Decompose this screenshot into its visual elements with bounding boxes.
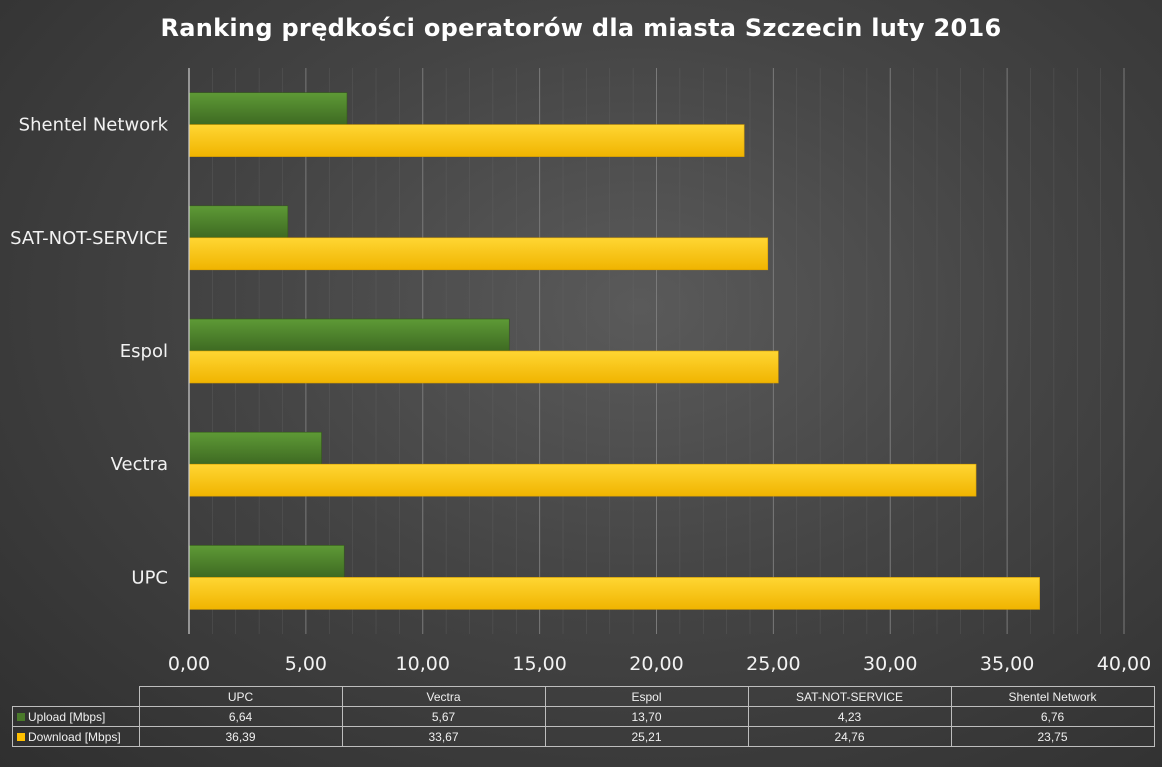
x-tick-label: 20,00 <box>629 653 683 675</box>
legend-label: Download [Mbps] <box>28 729 121 744</box>
download-bar <box>188 350 779 384</box>
x-tick-label: 25,00 <box>746 653 800 675</box>
upload-bar <box>188 318 510 352</box>
upload-swatch-icon <box>17 713 25 722</box>
table-header-row: UPC Vectra Espol SAT-NOT-SERVICE Shentel… <box>13 686 1155 707</box>
x-tick-label: 15,00 <box>512 653 566 675</box>
data-table: UPC Vectra Espol SAT-NOT-SERVICE Shentel… <box>12 686 1155 747</box>
x-tick-label: 10,00 <box>396 653 450 675</box>
upload-bar <box>188 92 348 125</box>
x-tick-label: 35,00 <box>980 653 1034 675</box>
category-label: UPC <box>131 567 168 588</box>
upload-bar <box>188 545 345 578</box>
legend-entry-upload: Upload [Mbps] <box>12 706 140 727</box>
legend-label: Upload [Mbps] <box>28 709 106 724</box>
table-row: Upload [Mbps] 6,64 5,67 13,70 4,23 6,76 <box>12 706 1155 727</box>
chart-title: Ranking prędkości operatorów dla miasta … <box>160 14 1002 42</box>
download-bar <box>188 577 1040 610</box>
category-label: Vectra <box>111 454 168 475</box>
table-cell: 24,76 <box>747 726 952 747</box>
table-header-cell: Vectra <box>341 686 546 707</box>
table-cell: 25,21 <box>544 726 749 747</box>
table-corner <box>13 687 140 707</box>
table-cell: 36,39 <box>138 726 343 747</box>
x-tick-label: 5,00 <box>285 653 327 675</box>
category-label: Shentel Network <box>19 115 169 136</box>
table-cell: 23,75 <box>950 726 1155 747</box>
table-header-cell: SAT-NOT-SERVICE <box>747 686 952 707</box>
x-tick-label: 30,00 <box>863 653 917 675</box>
upload-bar <box>188 431 322 465</box>
download-bar <box>188 124 745 157</box>
download-swatch-icon <box>17 733 25 742</box>
table-header-cell: Espol <box>544 686 749 707</box>
category-label: Espol <box>120 341 168 362</box>
x-tick-label: 40,00 <box>1097 653 1151 675</box>
table-row: Download [Mbps] 36,39 33,67 25,21 24,76 … <box>12 726 1155 747</box>
table-cell: 13,70 <box>544 706 749 727</box>
download-bar <box>188 463 977 497</box>
table-cell: 4,23 <box>747 706 952 727</box>
table-cell: 33,67 <box>341 726 546 747</box>
x-tick-label: 0,00 <box>168 653 210 675</box>
table-cell: 5,67 <box>341 706 546 727</box>
category-label: SAT-NOT-SERVICE <box>10 228 168 249</box>
table-cell: 6,76 <box>950 706 1155 727</box>
table-cell: 6,64 <box>138 706 343 727</box>
upload-bar <box>188 205 289 239</box>
legend-entry-download: Download [Mbps] <box>12 726 140 747</box>
table-header-cell: UPC <box>138 686 343 707</box>
download-bar <box>188 237 769 271</box>
table-header-cell: Shentel Network <box>950 686 1155 707</box>
